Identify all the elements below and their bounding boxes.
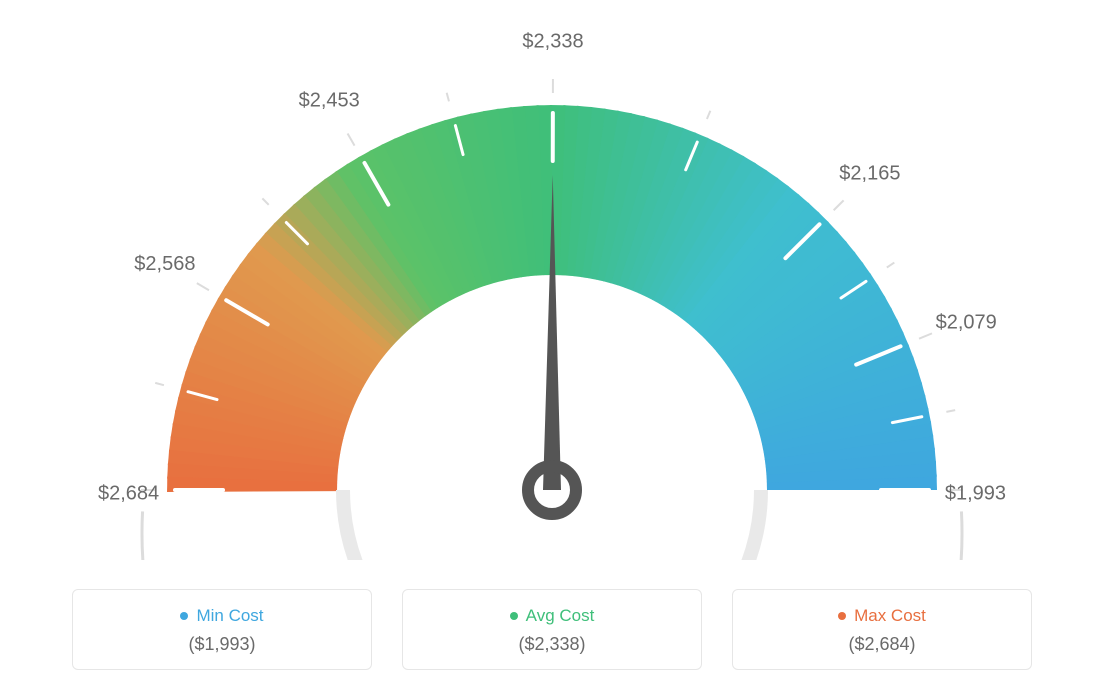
legend-label-avg: Avg Cost (526, 606, 595, 625)
legend-label-min: Min Cost (196, 606, 263, 625)
legend-value-min: ($1,993) (83, 634, 361, 655)
legend-title-avg: Avg Cost (413, 606, 691, 626)
legend-card-avg: Avg Cost ($2,338) (402, 589, 702, 670)
legend-title-max: Max Cost (743, 606, 1021, 626)
legend-dot-min (180, 612, 188, 620)
legend-dot-avg (510, 612, 518, 620)
legend-card-min: Min Cost ($1,993) (72, 589, 372, 670)
legend-dot-max (838, 612, 846, 620)
legend-row: Min Cost ($1,993) Avg Cost ($2,338) Max … (0, 589, 1104, 670)
legend-value-max: ($2,684) (743, 634, 1021, 655)
svg-text:$2,568: $2,568 (134, 253, 195, 275)
legend-label-max: Max Cost (854, 606, 926, 625)
legend-card-max: Max Cost ($2,684) (732, 589, 1032, 670)
svg-text:$2,165: $2,165 (839, 163, 900, 185)
gauge-area: $1,993 $2,079 $2,165 $2,338 $2,453 $2,568 $2,6… (0, 0, 1104, 560)
svg-text:$2,453: $2,453 (299, 90, 360, 112)
svg-text:$2,684: $2,684 (98, 482, 159, 504)
svg-text:$2,079: $2,079 (936, 312, 997, 334)
svg-text:$2,338: $2,338 (522, 30, 583, 52)
legend-value-avg: ($2,338) (413, 634, 691, 655)
svg-text:$1,993: $1,993 (945, 482, 1006, 504)
gauge-svg: $1,993 $2,079 $2,165 $2,338 $2,453 $2,568 $2,6… (0, 0, 1104, 560)
cost-gauge-chart: $1,993 $2,079 $2,165 $2,338 $2,453 $2,568 $2,6… (0, 0, 1104, 690)
legend-title-min: Min Cost (83, 606, 361, 626)
